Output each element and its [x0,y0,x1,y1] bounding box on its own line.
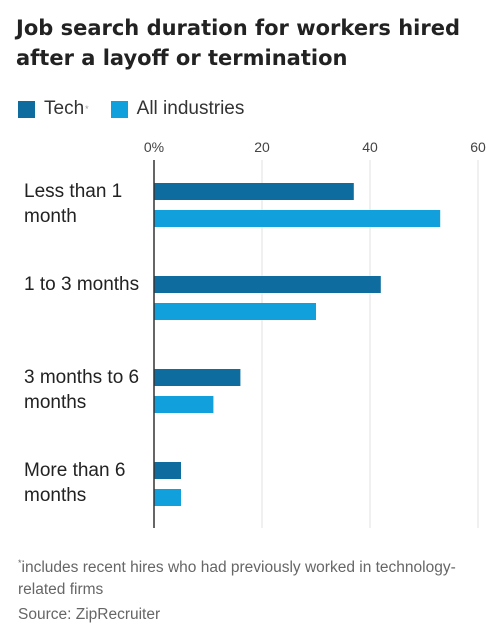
bar [154,210,441,227]
bar [154,489,181,506]
legend-swatch-tech [18,100,35,118]
category-label: Less than 1 month [24,181,122,227]
x-tick-label: 20 [254,139,270,155]
x-tick-label: 60 [470,139,486,155]
source-note: Source: ZipRecruiter [18,606,161,623]
footnote-marker: * [18,558,22,568]
bar [154,462,181,479]
legend-item-tech: Tech * [18,98,89,120]
legend-item-all-industries: All industries [110,98,245,120]
legend: Tech * All industries [18,96,266,122]
bar [154,369,241,386]
footnote: *includes recent hires who had previousl… [18,552,488,601]
x-tick-label: 0% [144,139,164,155]
x-tick-label: 40 [362,139,378,155]
legend-label-tech: Tech [44,98,85,119]
bar [154,276,381,293]
bar [154,303,316,320]
bar [154,183,354,200]
category-label: More than 6 months [24,460,125,506]
footnote-text: includes recent hires who had previously… [18,559,456,599]
category-label: 3 months to 6 months [24,367,139,413]
chart-title: Job search duration for workers hired af… [16,16,461,70]
legend-swatch-all-industries [110,100,128,118]
legend-footnote-marker: * [85,104,89,114]
bar-chart: 0% 20 40 60 Less than 1 month 1 to 3 months 3 m… [24,139,486,528]
legend-label-all-industries: All industries [136,98,245,119]
bar [154,396,214,413]
category-label: 1 to 3 months [24,274,139,295]
